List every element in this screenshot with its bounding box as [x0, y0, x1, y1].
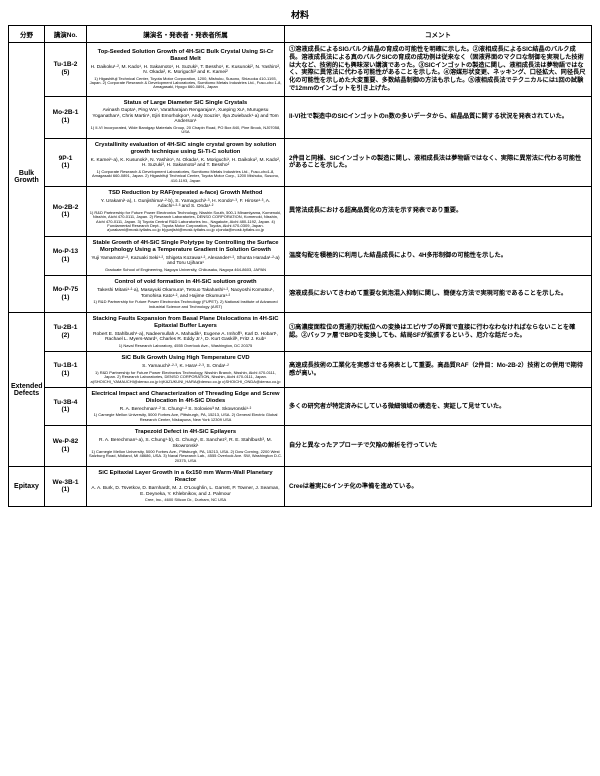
table-row: Extended DefectsTu-2B-1(2)Stacking Fault… [9, 312, 592, 351]
affiliations: 1) Carnegie Mellon University, 5000 Forb… [89, 450, 282, 463]
lecture-title: Trapezoid Defect in 4H-SiC Epilayers [89, 429, 282, 436]
content-cell: Status of Large Diameter SiC Single Crys… [87, 96, 285, 138]
lecture-title: Electrical Impact and Characterization o… [89, 391, 282, 405]
content-cell: SiC Bulk Growth Using High Temperature C… [87, 352, 285, 388]
affiliations: Graduate School of Engineering, Nagoya U… [89, 268, 282, 272]
affiliations: 1) Carnegie Mellon University, 5000 Forb… [89, 413, 282, 422]
content-cell: Control of void formation in 4H-SiC solu… [87, 276, 285, 313]
authors: R. A. Berechman¹·a), S. Chung¹·b), G. Ch… [89, 438, 282, 449]
lecture-title: Crystallinity evaluation of 4H-SiC singl… [89, 142, 282, 156]
table-row: Tu-3B-4(1)Electrical Impact and Characte… [9, 387, 592, 425]
header-content: 講演名・発表者・発表者所属 [87, 26, 285, 43]
table-row: Mo-2B-1(1)Status of Large Diameter SiC S… [9, 96, 592, 138]
content-cell: Stacking Faults Expansion from Basal Pla… [87, 312, 285, 351]
authors: S. Yamauchi¹·²·³, K. Hara¹·²·³, S. Onda¹… [89, 364, 282, 370]
lecture-id: Tu-2B-1(2) [45, 312, 87, 351]
authors: Yuji Yamamoto¹·², Kazuaki Seki¹·², Shige… [89, 256, 282, 267]
affiliations: 1) II-VI Incorporated, Wide Bandgap Mate… [89, 126, 282, 135]
affiliations: 1) R&D Partnership for Future Power Elec… [89, 211, 282, 233]
lecture-id: Mo-P-13(1) [45, 236, 87, 275]
lecture-title: Stable Growth of 4H-SiC Single Polytype … [89, 240, 282, 254]
affiliations: 1) Naval Research Laboratory, 4555 Overl… [89, 344, 282, 348]
authors: H. Daikoku¹·², M. Kado¹, H. Sakamoto¹, H… [89, 65, 282, 76]
table-header-row: 分野 講演No. 講演名・発表者・発表者所属 コメント [9, 26, 592, 43]
table-row: 9P-1(1)Crystallinity evaluation of 4H-Si… [9, 138, 592, 186]
comment-cell: 温度勾配を積極的に利用した結晶成長により、4H多形制御の可能性を示した。 [285, 236, 592, 275]
table-row: Mo-P-75(1)Control of void formation in 4… [9, 276, 592, 313]
lecture-id: Mo-2B-2(1) [45, 186, 87, 236]
authors: K. Kamei¹·a), K. Kusunoki¹, N. Yashiro¹,… [89, 158, 282, 169]
authors: Takeshi Mitani¹·²·a), Masayuki Okamura¹,… [89, 288, 282, 299]
comment-cell: 自分と異なったアプローチで欠陥の解析を行っていた [285, 426, 592, 467]
header-id: 講演No. [45, 26, 87, 43]
affiliations: 1) Corporate Research & Development Labo… [89, 170, 282, 183]
table-row: Tu-1B-1(1)SiC Bulk Growth Using High Tem… [9, 352, 592, 388]
affiliations: Cree, Inc., 4600 Silicon Dr., Durham, NC… [89, 498, 282, 502]
comment-cell: 多くの研究者が特定済みにしている微細領域の構造を、実証して見せていた。 [285, 387, 592, 425]
affiliations: 1) R&D Partnership for Future Power Elec… [89, 371, 282, 384]
table-row: Mo-2B-2(1)TSD Reduction by RAF(repeated … [9, 186, 592, 236]
content-cell: TSD Reduction by RAF(repeated a-face) Gr… [87, 186, 285, 236]
materials-table: 分野 講演No. 講演名・発表者・発表者所属 コメント Bulk GrowthT… [8, 25, 592, 507]
lecture-id: Mo-P-75(1) [45, 276, 87, 313]
comment-cell: 2件目と同様、SICインゴットの製造に関し、液相成長法は夢物語ではなく、実際に異… [285, 138, 592, 186]
content-cell: Top-Seeded Solution Growth of 4H-SiC Bul… [87, 43, 285, 97]
lecture-id: Tu-3B-4(1) [45, 387, 87, 425]
lecture-title: Status of Large Diameter SiC Single Crys… [89, 100, 282, 107]
comment-cell: ①高濃度面粒位の貫通刃状転位への変換はエピ/サブの界面で直接に行わなわなければな… [285, 312, 592, 351]
lecture-id: 9P-1(1) [45, 138, 87, 186]
lecture-title: SiC Bulk Growth Using High Temperature C… [89, 355, 282, 362]
affiliations: 1) Higashifuji Technical Center, Toyota … [89, 77, 282, 90]
lecture-id: We-P-82(1) [45, 426, 87, 467]
comment-cell: 高速成長技術の工業化を実感させる発表として重要。高品質RAF（2件目：Mo-2B… [285, 352, 592, 388]
lecture-id: We-3B-1(1) [45, 467, 87, 506]
field-cell: Extended Defects [9, 312, 45, 466]
content-cell: SiC Epitaxial Layer Growth in a 6x150 mm… [87, 467, 285, 506]
authors: Y. Urakami¹·a), I. Gunjishima¹·²·b), S. … [89, 199, 282, 210]
content-cell: Electrical Impact and Characterization o… [87, 387, 285, 425]
table-row: Mo-P-13(1)Stable Growth of 4H-SiC Single… [9, 236, 592, 275]
lecture-id: Tu-1B-1(1) [45, 352, 87, 388]
table-row: We-P-82(1)Trapezoid Defect in 4H-SiC Epi… [9, 426, 592, 467]
comment-cell: 溶液成長においてきわめて重要な気泡混入抑制に関し、簡便な方法で実現可能であること… [285, 276, 592, 313]
authors: Avinash Gupta¹, Ping Wu¹, Varatharajan R… [89, 108, 282, 125]
header-comment: コメント [285, 26, 592, 43]
content-cell: Stable Growth of 4H-SiC Single Polytype … [87, 236, 285, 275]
authors: A. A. Burk, D. Tsvetkov, D. Barnhardt, M… [89, 486, 282, 497]
comment-cell: ①溶液成長によるSIGバルク結晶の育成の可能性を明確に示した。②液相成長によるS… [285, 43, 592, 97]
content-cell: Crystallinity evaluation of 4H-SiC singl… [87, 138, 285, 186]
lecture-id: Mo-2B-1(1) [45, 96, 87, 138]
authors: Robert E. Stahlbush¹·a), Nadeemullah A. … [89, 332, 282, 343]
affiliations: 1) R&D Partnership for Future Power Elec… [89, 300, 282, 309]
lecture-title: Control of void formation in 4H-SiC solu… [89, 279, 282, 286]
comment-cell: Creeは着実に6インチ化の準備を進めている。 [285, 467, 592, 506]
comment-cell: 異常法成長における超高品質化の方法を示す発表であり重要。 [285, 186, 592, 236]
lecture-id: Tu-1B-2(5) [45, 43, 87, 97]
comment-cell: II-VI社で製造中のSICインゴットのn数の多いデータから、結晶品質に関する状… [285, 96, 592, 138]
header-field: 分野 [9, 26, 45, 43]
lecture-title: SiC Epitaxial Layer Growth in a 6x150 mm… [89, 470, 282, 484]
page-title: 材料 [8, 8, 592, 21]
field-cell: Epitaxy [9, 467, 45, 506]
lecture-title: Top-Seeded Solution Growth of 4H-SiC Bul… [89, 49, 282, 63]
table-row: Bulk GrowthTu-1B-2(5)Top-Seeded Solution… [9, 43, 592, 97]
lecture-title: TSD Reduction by RAF(repeated a-face) Gr… [89, 190, 282, 197]
field-cell: Bulk Growth [9, 43, 45, 313]
table-row: EpitaxyWe-3B-1(1)SiC Epitaxial Layer Gro… [9, 467, 592, 506]
content-cell: Trapezoid Defect in 4H-SiC Epilayers R. A… [87, 426, 285, 467]
lecture-title: Stacking Faults Expansion from Basal Pla… [89, 316, 282, 330]
